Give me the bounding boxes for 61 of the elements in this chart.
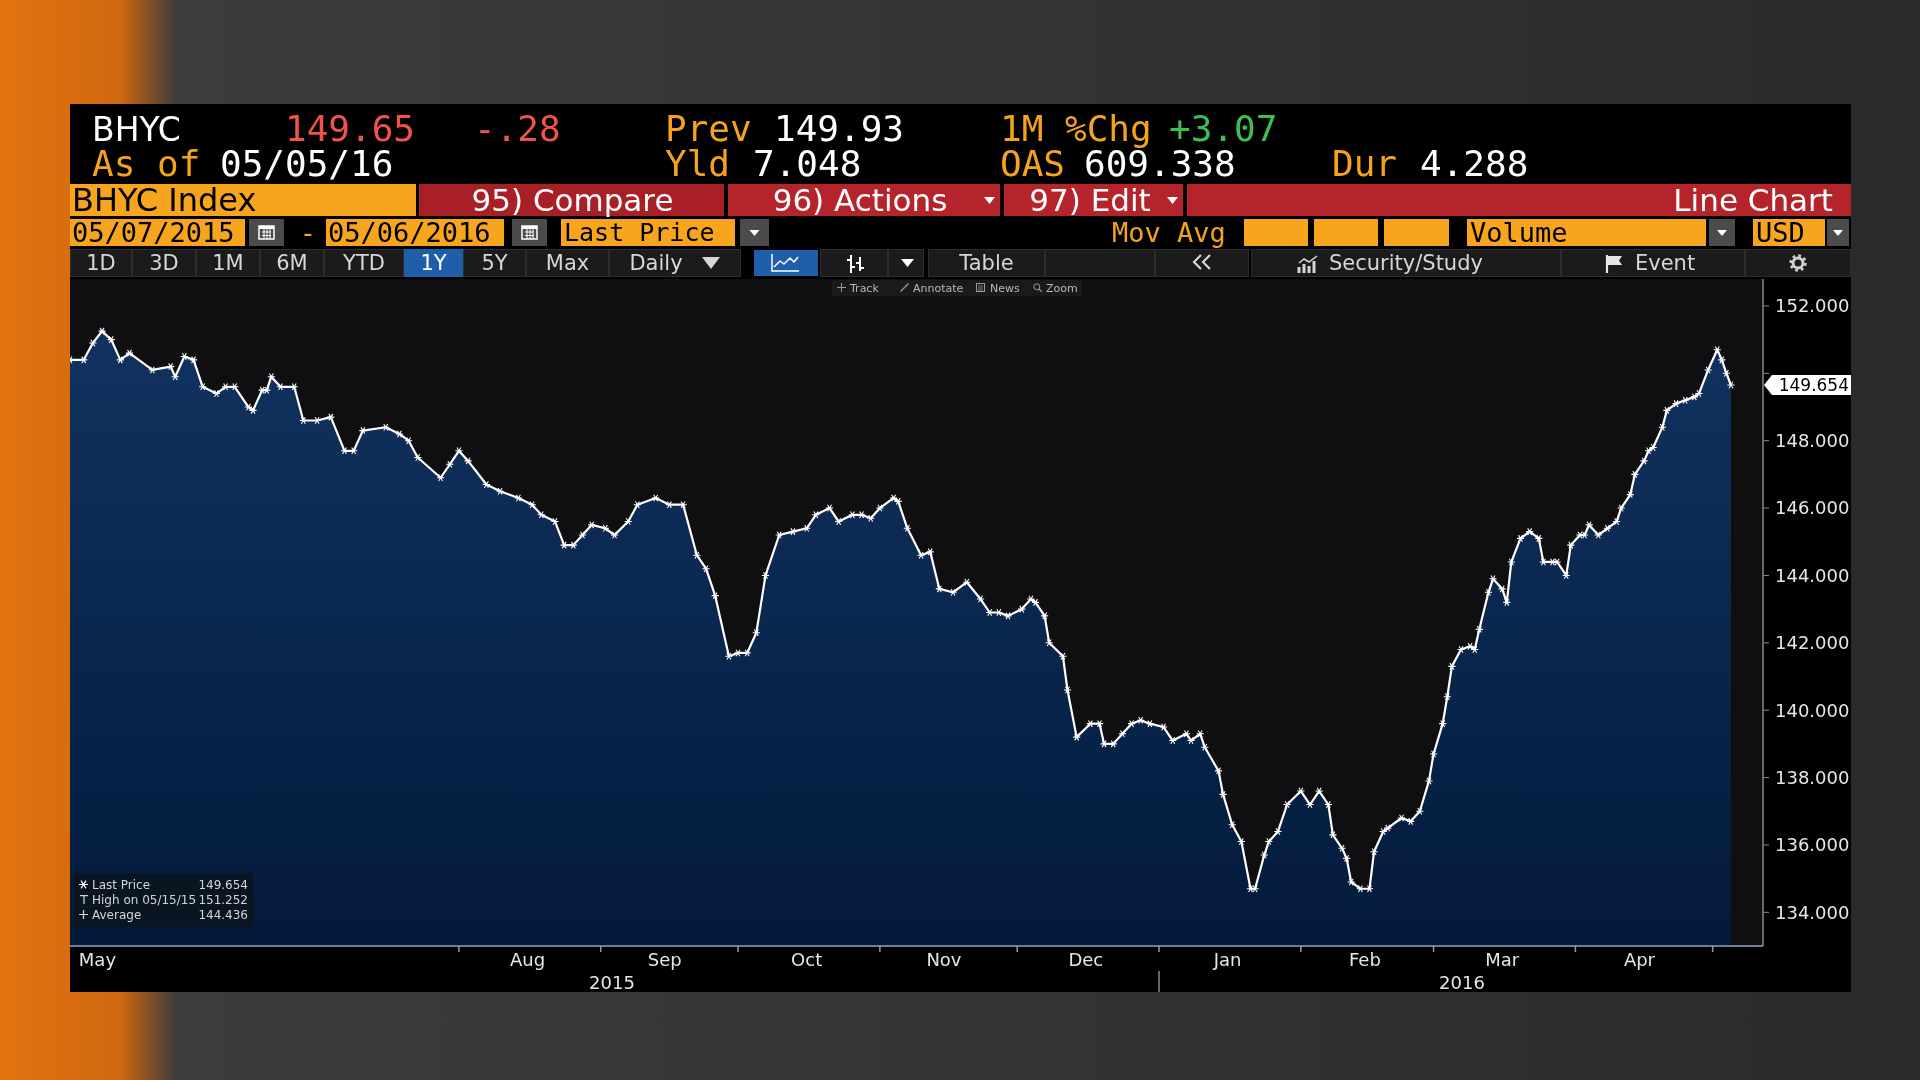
y-tick-label: 140.000	[1775, 699, 1850, 721]
annotation: Track	[850, 281, 879, 295]
text: Dur	[1332, 143, 1398, 184]
text: 96) Actions	[772, 181, 948, 218]
y-tick-label: 144.000	[1775, 564, 1850, 586]
chart-title: BHYC Index	[72, 181, 257, 219]
x-tick-label: Oct	[791, 949, 823, 970]
text: Table	[959, 250, 1014, 275]
annotation: 151.252	[198, 892, 248, 907]
text: 1M	[212, 250, 244, 275]
x-tick-label: Aug	[509, 949, 546, 970]
annotation: High on 05/15/15	[92, 892, 197, 907]
legend-label: Last Price	[92, 877, 151, 892]
text: 97) Edit	[1029, 181, 1151, 218]
y-tick-label: 136.000	[1775, 834, 1850, 856]
y-tick-label: 152.000	[1775, 295, 1850, 317]
annotation: Zoom	[1046, 281, 1078, 295]
text: 6M	[276, 250, 308, 275]
text: 4.288	[1420, 143, 1529, 184]
text: Line Chart	[1673, 181, 1833, 218]
text: 05/06/2016	[328, 217, 491, 248]
x-tick-label: Feb	[1348, 949, 1381, 970]
text: 2015	[589, 972, 635, 993]
x-tick-label: Sep	[647, 949, 682, 970]
y-tick-label: 138.000	[1775, 766, 1850, 788]
x-tick-label: Jan	[1212, 949, 1242, 970]
text: Last Price	[564, 218, 715, 247]
text: Security/Study	[1329, 250, 1483, 275]
text: 1Y	[420, 250, 447, 275]
text: Max	[545, 250, 590, 275]
x-tick-label: Dec	[1068, 949, 1104, 970]
text: +3.07	[1169, 108, 1278, 149]
text: 95) Compare	[471, 181, 674, 218]
text: USD	[1756, 217, 1805, 248]
text: Event	[1635, 250, 1696, 275]
text: -.28	[474, 108, 561, 149]
text: 149.654	[1778, 374, 1849, 395]
x-tick-label: May	[78, 949, 117, 970]
annotation: Annotate	[913, 281, 964, 295]
text: 1D	[86, 250, 116, 275]
annotation: 144.436	[198, 907, 248, 922]
text: OAS	[1000, 143, 1066, 184]
text: Mov Avg	[1112, 217, 1226, 248]
y-tick-label: 134.000	[1775, 901, 1850, 923]
text: YTD	[343, 250, 385, 275]
y-tick-label: 142.000	[1775, 632, 1850, 654]
annotation: Average	[92, 907, 142, 922]
text: 5Y	[481, 250, 508, 275]
x-tick-label: Mar	[1485, 949, 1520, 970]
x-tick-label: Nov	[926, 949, 962, 970]
text: -	[299, 217, 317, 248]
annotation: 149.654	[198, 877, 248, 892]
x-tick-label: Apr	[1623, 949, 1656, 970]
text: Volume	[1470, 217, 1568, 248]
y-tick-label: 146.000	[1775, 497, 1850, 519]
text: Daily	[629, 250, 683, 275]
text: 3D	[149, 250, 179, 275]
y-tick-label: 148.000	[1775, 430, 1850, 452]
text: 2016	[1439, 972, 1485, 993]
text: 05/07/2015	[72, 217, 235, 248]
annotation: News	[990, 281, 1020, 295]
